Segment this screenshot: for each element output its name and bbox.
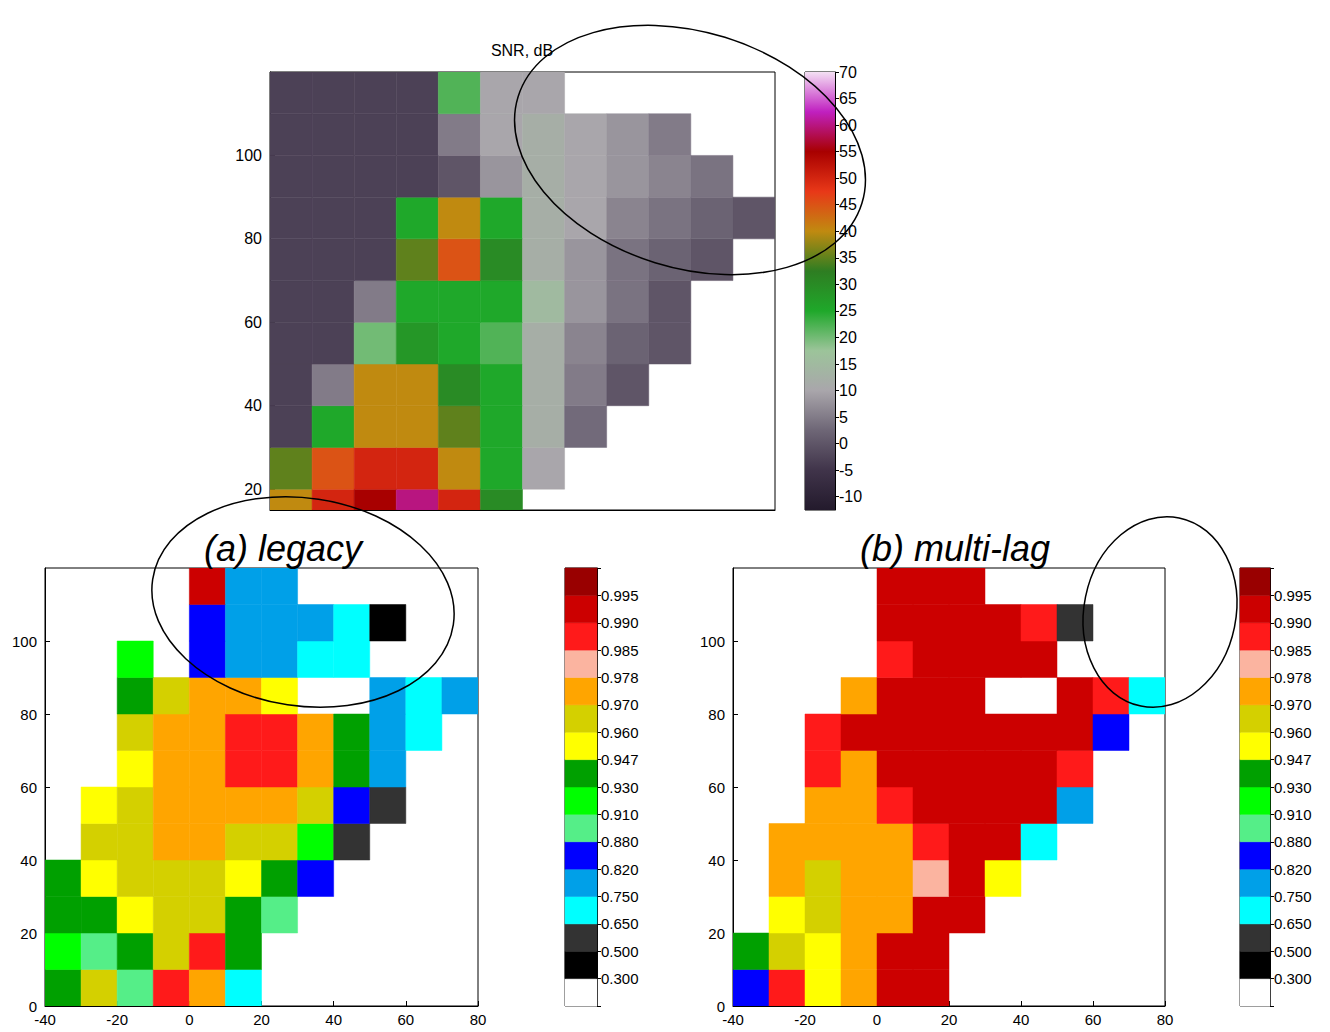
svg-text:(b) multi-lag: (b) multi-lag: [860, 528, 1050, 569]
svg-text:0.995: 0.995: [601, 587, 639, 604]
svg-text:0.990: 0.990: [1274, 614, 1312, 631]
svg-text:40: 40: [244, 397, 262, 414]
svg-text:-5: -5: [839, 462, 853, 479]
svg-text:-10: -10: [839, 488, 862, 505]
svg-text:25: 25: [839, 302, 857, 319]
svg-text:0.750: 0.750: [601, 888, 639, 905]
svg-text:SNR, dB: SNR, dB: [491, 42, 553, 59]
svg-text:0.978: 0.978: [601, 669, 639, 686]
svg-text:80: 80: [20, 706, 37, 723]
svg-text:0.880: 0.880: [1274, 833, 1312, 850]
svg-text:-40: -40: [722, 1011, 744, 1028]
svg-text:60: 60: [20, 779, 37, 796]
svg-text:60: 60: [397, 1011, 414, 1028]
svg-text:0: 0: [185, 1011, 193, 1028]
svg-text:40: 40: [1013, 1011, 1030, 1028]
svg-text:0.750: 0.750: [1274, 888, 1312, 905]
svg-text:0.995: 0.995: [1274, 587, 1312, 604]
svg-text:50: 50: [839, 170, 857, 187]
svg-text:20: 20: [20, 925, 37, 942]
svg-text:0: 0: [839, 435, 848, 452]
svg-text:0.910: 0.910: [601, 806, 639, 823]
svg-text:70: 70: [839, 64, 857, 81]
svg-text:55: 55: [839, 143, 857, 160]
svg-text:60: 60: [708, 779, 725, 796]
svg-text:20: 20: [253, 1011, 270, 1028]
svg-text:40: 40: [20, 852, 37, 869]
svg-text:35: 35: [839, 249, 857, 266]
svg-text:0.500: 0.500: [601, 943, 639, 960]
svg-text:0.880: 0.880: [601, 833, 639, 850]
svg-text:0.820: 0.820: [601, 861, 639, 878]
svg-text:0.930: 0.930: [601, 779, 639, 796]
svg-text:0.300: 0.300: [601, 970, 639, 987]
svg-text:0: 0: [716, 997, 725, 1015]
svg-text:-20: -20: [106, 1011, 128, 1028]
svg-text:0.985: 0.985: [601, 642, 639, 659]
svg-text:0.978: 0.978: [1274, 669, 1312, 686]
svg-text:5: 5: [839, 409, 848, 426]
svg-text:0.960: 0.960: [1274, 724, 1312, 741]
svg-text:0.650: 0.650: [1274, 915, 1312, 932]
svg-text:100: 100: [700, 633, 725, 650]
svg-text:15: 15: [839, 356, 857, 373]
svg-text:-40: -40: [34, 1011, 56, 1028]
svg-text:0.970: 0.970: [1274, 696, 1312, 713]
svg-text:0: 0: [873, 1011, 881, 1028]
svg-text:40: 40: [839, 222, 857, 240]
svg-text:0.947: 0.947: [601, 751, 639, 768]
svg-text:0.300: 0.300: [1274, 970, 1312, 987]
svg-text:60: 60: [839, 116, 857, 134]
svg-text:0.985: 0.985: [1274, 642, 1312, 659]
svg-text:0.960: 0.960: [601, 724, 639, 741]
svg-text:0.930: 0.930: [1274, 779, 1312, 796]
svg-text:0.650: 0.650: [601, 915, 639, 932]
svg-text:10: 10: [839, 382, 857, 399]
svg-text:(a) legacy: (a) legacy: [204, 528, 364, 569]
svg-text:30: 30: [839, 276, 857, 293]
svg-text:40: 40: [325, 1011, 342, 1028]
svg-text:80: 80: [470, 1011, 487, 1028]
svg-text:0.970: 0.970: [601, 696, 639, 713]
svg-text:0.990: 0.990: [601, 614, 639, 631]
svg-text:40: 40: [708, 852, 725, 869]
svg-text:0.500: 0.500: [1274, 943, 1312, 960]
svg-text:100: 100: [235, 147, 262, 164]
svg-text:45: 45: [839, 196, 857, 213]
svg-text:65: 65: [839, 90, 857, 107]
svg-text:20: 20: [839, 329, 857, 346]
svg-text:20: 20: [708, 925, 725, 942]
svg-text:0.947: 0.947: [1274, 751, 1312, 768]
svg-text:0: 0: [28, 997, 37, 1015]
svg-text:20: 20: [941, 1011, 958, 1028]
svg-text:0.910: 0.910: [1274, 806, 1312, 823]
svg-text:20: 20: [244, 481, 262, 498]
svg-text:60: 60: [244, 314, 262, 331]
svg-text:60: 60: [1085, 1011, 1102, 1028]
svg-text:100: 100: [12, 633, 37, 650]
svg-text:0.820: 0.820: [1274, 861, 1312, 878]
svg-text:80: 80: [708, 706, 725, 723]
svg-text:80: 80: [1157, 1011, 1174, 1028]
svg-text:80: 80: [244, 230, 262, 247]
svg-text:-20: -20: [794, 1011, 816, 1028]
